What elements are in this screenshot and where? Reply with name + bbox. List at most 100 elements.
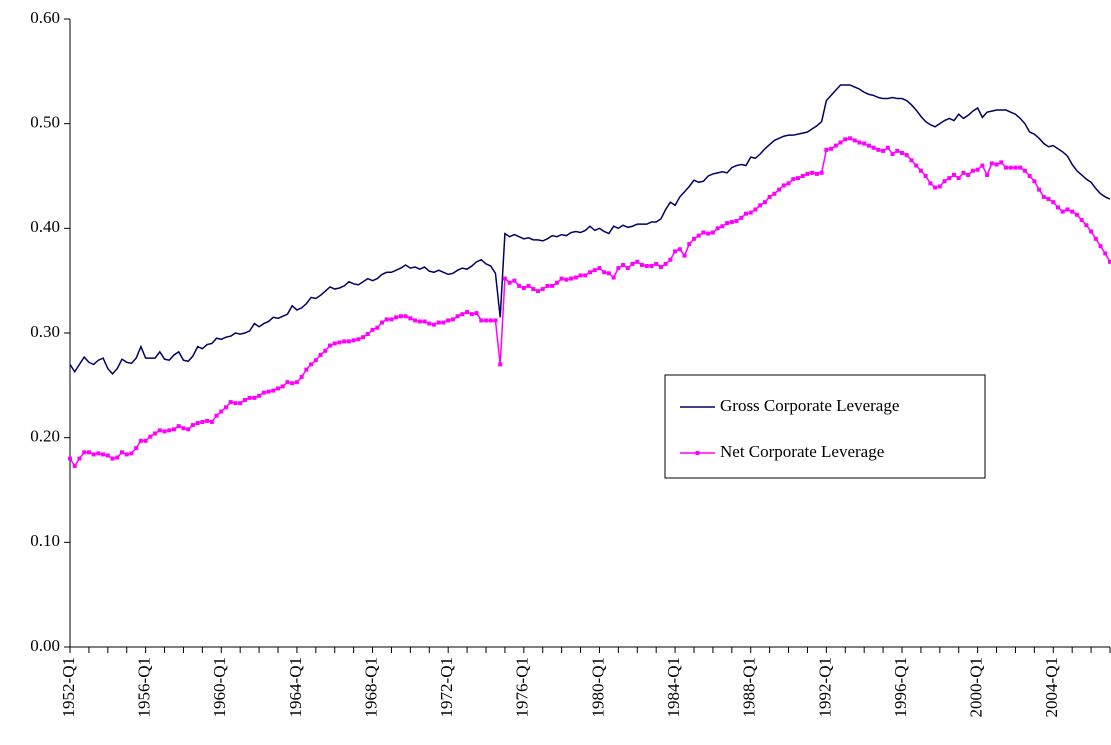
series-marker [460,312,465,317]
series-marker [432,322,436,327]
x-tick-label: 1996-Q1 [891,657,910,717]
series-marker [890,152,895,157]
series-marker [120,450,124,455]
legend-marker [695,451,700,455]
series-marker [1108,259,1111,264]
series-marker [540,287,545,292]
series-marker [436,320,441,325]
series-marker [356,337,361,342]
series-marker [559,276,564,281]
series-marker [408,316,413,321]
series-marker [1013,165,1018,170]
series-line [69,84,1111,375]
x-tick-label: 2000-Q1 [967,657,986,717]
series-marker [205,418,210,423]
series-marker [417,319,422,324]
series-marker [824,147,829,152]
series-marker [143,438,148,443]
series-marker [68,456,72,461]
series-marker [77,456,82,461]
series-marker [1056,205,1060,210]
series-marker [465,310,470,315]
series-marker [1093,236,1098,241]
series-marker [375,325,380,330]
series-marker [389,317,394,322]
series-marker [86,450,91,455]
series-marker [592,268,597,273]
series-marker [729,220,734,225]
x-tick-label: 1984-Q1 [664,657,683,717]
series-marker [800,174,805,178]
series-marker [715,226,720,231]
series-marker [526,283,531,288]
series-marker [843,137,848,142]
series-marker [361,335,366,340]
series-marker [923,174,928,178]
series-marker [895,148,900,153]
series-marker [1098,244,1103,249]
series-marker [710,230,715,235]
series-marker [630,261,635,266]
series-marker [748,210,753,215]
series-marker [928,181,933,186]
series-marker [186,427,191,432]
series-marker [422,319,427,324]
series-marker [961,170,966,175]
series-marker [569,276,574,281]
series-marker [829,146,834,151]
series-marker [115,455,120,460]
series-marker [512,278,517,283]
series-marker [692,236,696,241]
series-marker [105,453,110,458]
series-marker [625,266,630,271]
series-marker [1070,209,1075,214]
series-marker [167,428,172,433]
series-marker [1060,209,1065,214]
series-marker [673,249,678,254]
series-marker [233,401,238,406]
series-marker [153,431,158,436]
series-marker [1074,212,1079,217]
series-marker [370,327,375,332]
series-marker [242,397,247,402]
series-marker [838,140,843,145]
series-marker [148,434,153,439]
series-marker [999,160,1004,165]
series-marker [285,380,290,385]
series-marker [219,409,224,414]
x-tick-label: 1960-Q1 [210,657,229,717]
series-marker [346,339,351,344]
series-marker [1079,217,1084,222]
series-marker [238,401,243,406]
series-marker [332,341,337,346]
series-marker [985,172,990,177]
series-marker [257,393,262,398]
y-tick-label: 0.50 [30,113,60,132]
series-marker [469,312,474,317]
series-marker [597,266,602,271]
y-tick-label: 0.20 [30,427,60,446]
series-marker [1032,179,1037,184]
series-marker [658,265,663,270]
series-marker [881,148,886,153]
series-marker [701,230,706,235]
series-marker [200,419,205,424]
series-marker [502,276,507,281]
series-marker [805,171,810,176]
series-marker [819,170,824,175]
x-tick-label: 1972-Q1 [437,657,456,717]
series-marker [266,389,271,394]
series-marker [479,318,484,323]
series-marker [1089,229,1094,234]
series-marker [966,172,971,177]
series-marker [975,167,980,172]
series-marker [937,184,942,189]
series-marker [554,280,559,285]
series-marker [814,171,819,176]
series-marker [956,176,961,181]
series-marker [365,332,370,337]
series-marker [1008,165,1013,170]
series-marker [228,400,233,405]
series-marker [654,261,659,266]
